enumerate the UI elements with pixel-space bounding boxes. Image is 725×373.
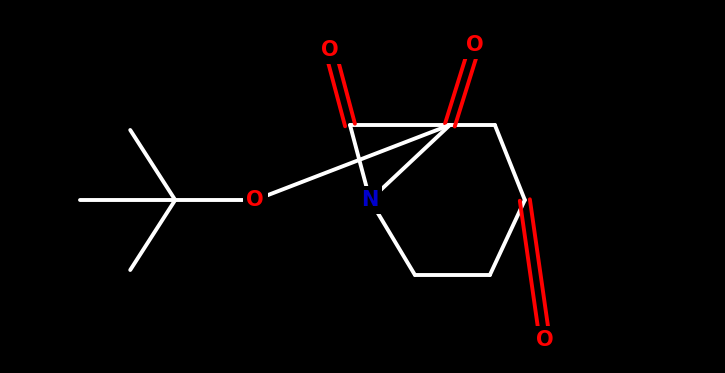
Text: O: O (536, 330, 554, 350)
Text: N: N (361, 190, 378, 210)
Text: O: O (247, 190, 264, 210)
Text: O: O (466, 35, 484, 55)
Text: O: O (321, 40, 339, 60)
